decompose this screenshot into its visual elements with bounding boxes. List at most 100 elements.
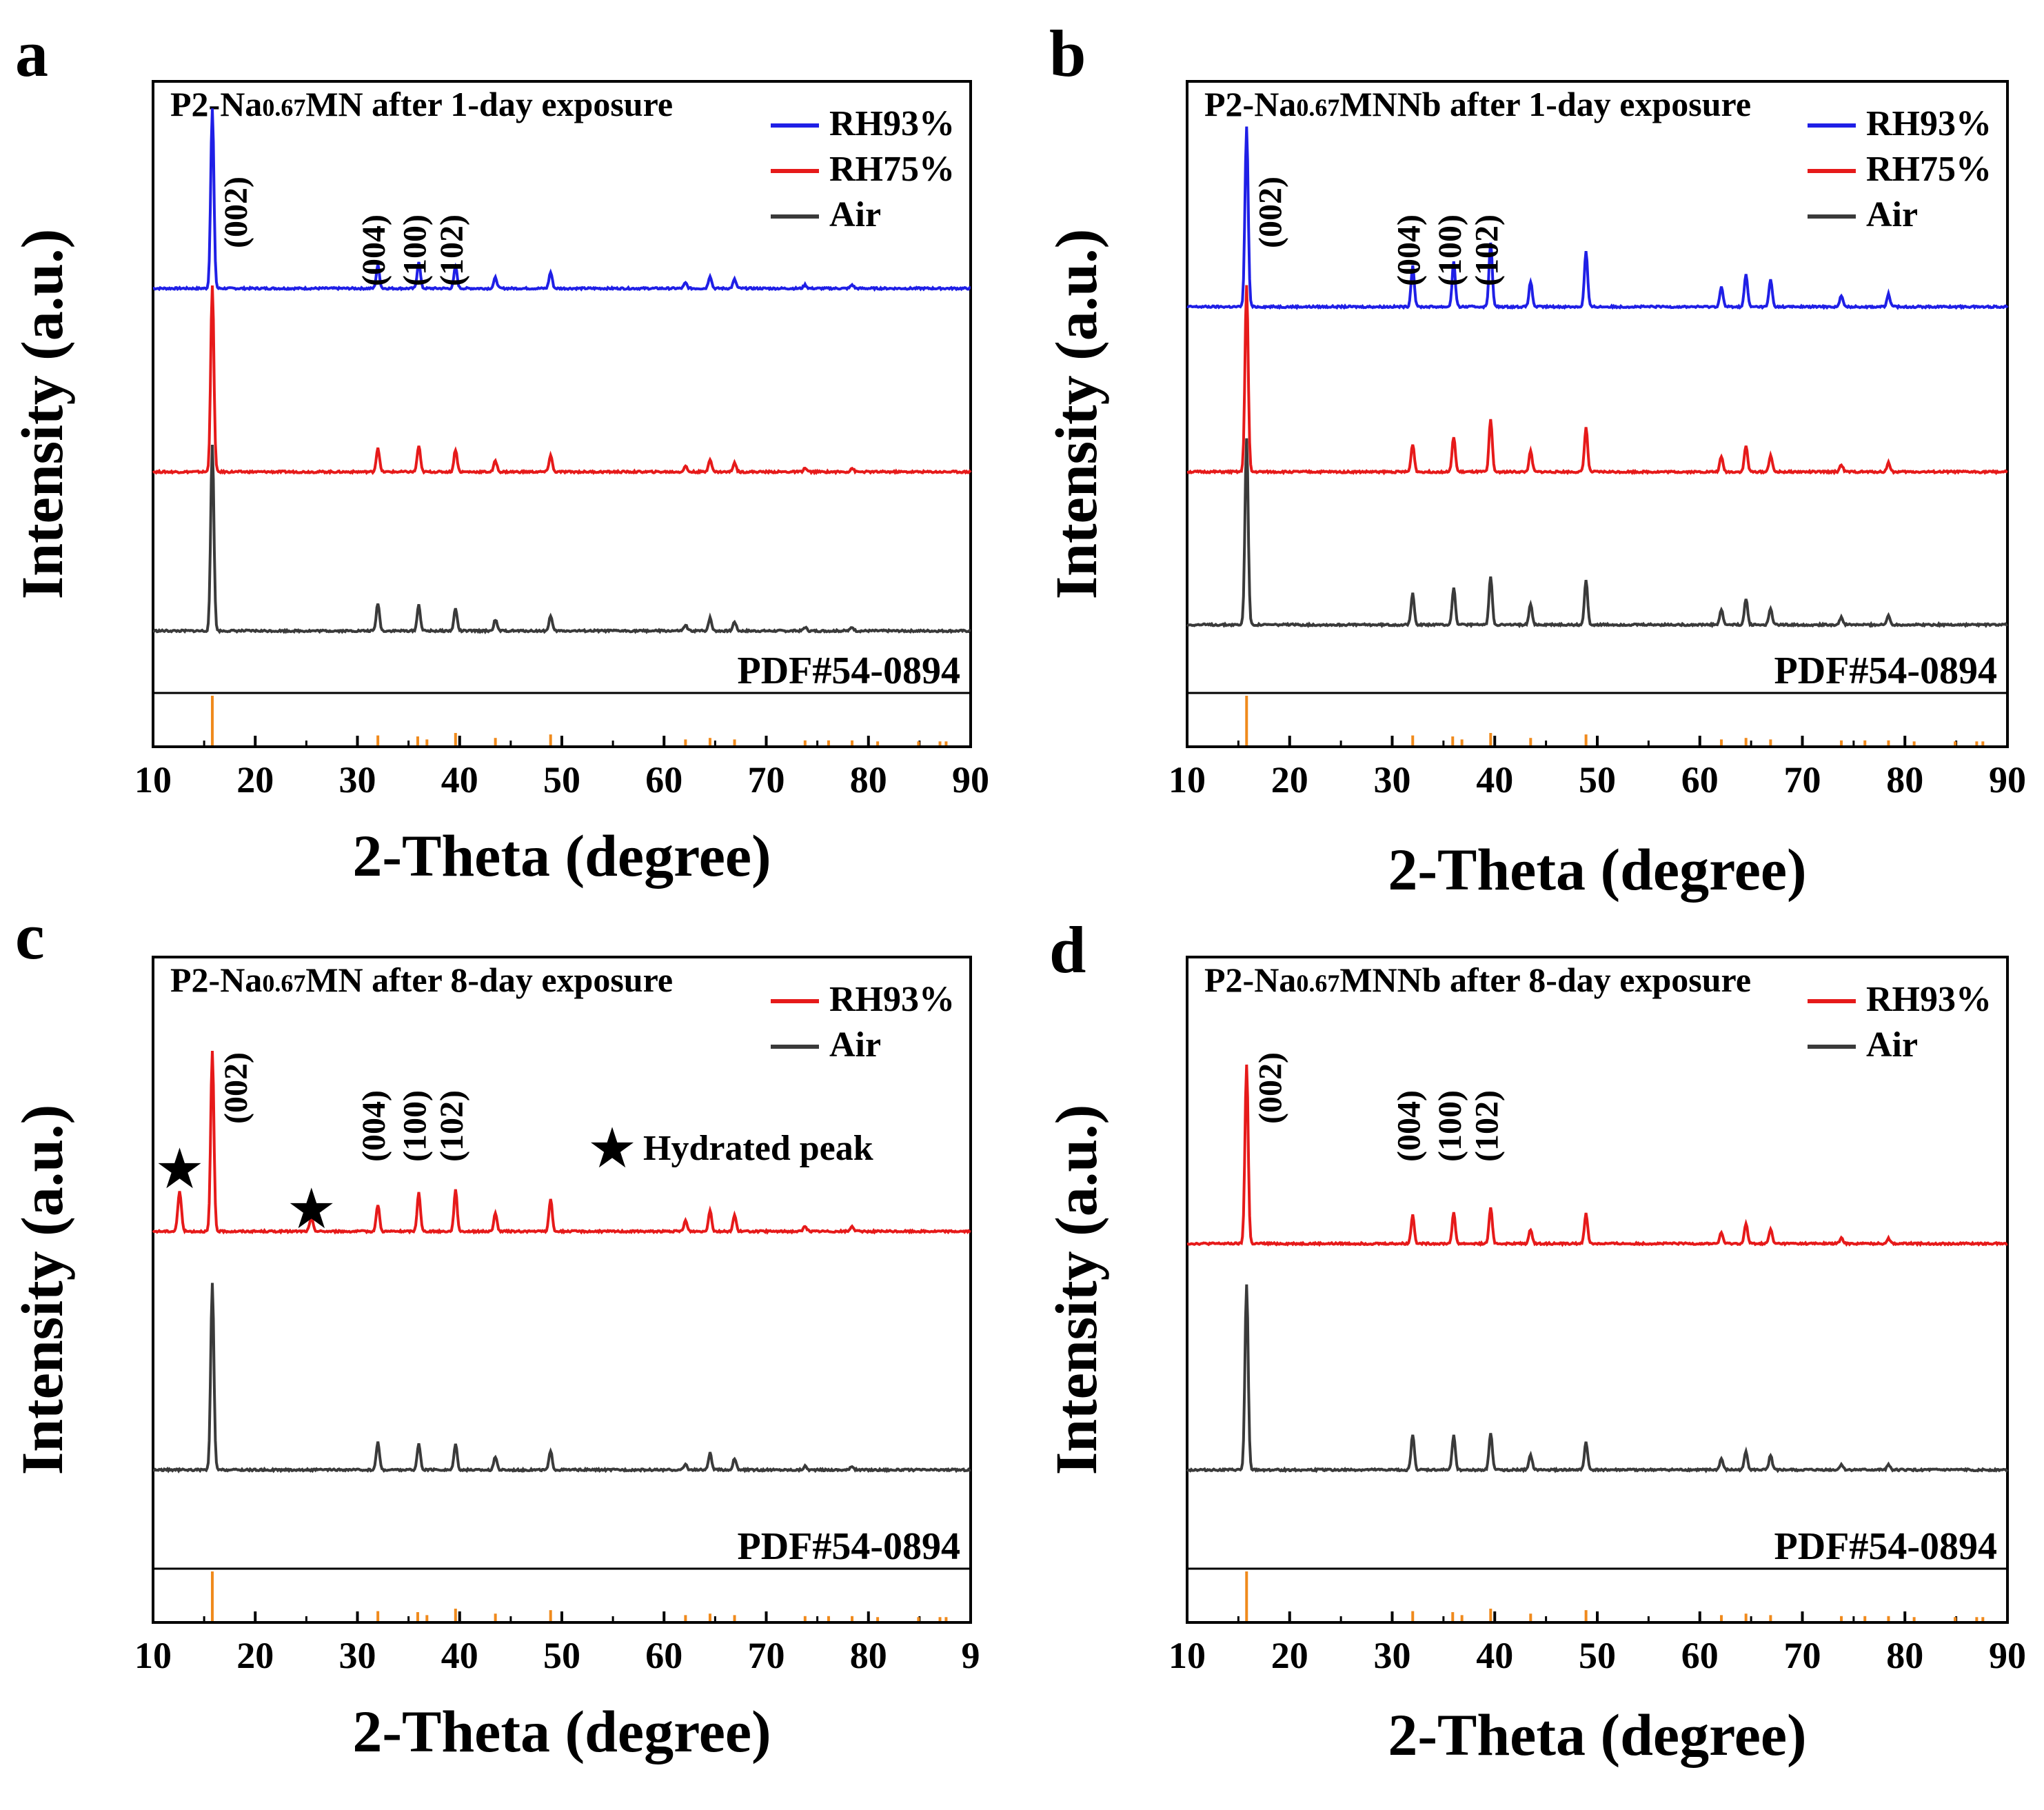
x-tick-label: 30 (1374, 759, 1411, 801)
legend-label: Air (1866, 195, 1918, 234)
x-tick-label: 40 (441, 759, 478, 801)
y-axis-title: Intensity (a.u.) (1043, 1105, 1109, 1476)
x-tick-label: 9 (962, 1635, 980, 1676)
hkl-label: (100) (1432, 214, 1468, 286)
x-tick-label: 70 (748, 759, 785, 801)
legend-label: RH75% (829, 150, 955, 189)
hydrated-legend-label: Hydrated peak (643, 1129, 873, 1168)
hydrated-legend-star: ★ (590, 1121, 635, 1176)
series-line-rh93pct (152, 108, 971, 292)
legend-label: Air (829, 1025, 881, 1065)
legend-label: Air (1866, 1025, 1918, 1065)
series-line-rh93pct (1186, 126, 2009, 310)
y-axis-title: Intensity (a.u.) (1043, 229, 1109, 600)
chart-title: P2-Na0.67MNNb after 8-day exposure (1204, 961, 1751, 999)
x-tick-label: 70 (1784, 1635, 1821, 1676)
x-tick-label: 20 (236, 759, 274, 801)
x-tick-label: 40 (1476, 759, 1513, 801)
panel-letter: b (1049, 17, 1086, 90)
hkl-label: (100) (396, 1090, 433, 1162)
hydrated-star: ★ (290, 1182, 334, 1237)
y-axis-title: Intensity (a.u.) (9, 1105, 75, 1476)
reference-label: PDF#54-0894 (737, 1525, 960, 1568)
x-tick-label: 20 (1271, 759, 1308, 801)
x-tick-label: 30 (339, 759, 376, 801)
reference-label: PDF#54-0894 (737, 650, 960, 692)
hkl-label: (102) (1468, 1090, 1505, 1162)
x-tick-label: 90 (952, 759, 989, 801)
chart-title: P2-Na0.67MN after 8-day exposure (170, 961, 673, 999)
hkl-label: (002) (1252, 1052, 1288, 1124)
x-tick-label: 80 (850, 759, 887, 801)
series-line-rh75pct (152, 285, 972, 476)
x-tick-label: 60 (1681, 1635, 1719, 1676)
x-tick-label: 90 (1989, 759, 2026, 801)
hydrated-star: ★ (157, 1142, 202, 1197)
legend-label: RH93% (1866, 980, 1992, 1019)
legend-label: RH93% (1866, 104, 1992, 143)
legend-label: RH93% (829, 104, 955, 143)
x-tick-label: 60 (1681, 759, 1719, 801)
hkl-label: (102) (434, 214, 470, 286)
x-tick-label: 40 (441, 1635, 478, 1676)
hkl-label: (102) (434, 1090, 470, 1162)
reference-label: PDF#54-0894 (1774, 1525, 1997, 1568)
series-line-air (152, 1283, 971, 1474)
x-tick-label: 60 (645, 759, 682, 801)
legend-label: Air (829, 195, 881, 234)
x-tick-label: 30 (1374, 1635, 1411, 1676)
x-axis-title: 2-Theta (degree) (1388, 1702, 1806, 1768)
panel-b: b Intensity (a.u.) 2-Theta (degree) 10 20 30 4… (1043, 17, 2026, 903)
panel-a: a Intensity (a.u.) 2-Theta (degree) 10 20 30 4… (9, 17, 989, 889)
series-line-rh75pct (1186, 285, 2008, 476)
x-tick-label: 10 (134, 759, 172, 801)
hkl-label: (002) (218, 1052, 254, 1124)
x-tick-label: 10 (1168, 1635, 1206, 1676)
x-tick-label: 10 (134, 1635, 172, 1676)
x-tick-label: 30 (339, 1635, 376, 1676)
hkl-label: (102) (1468, 214, 1505, 286)
series-line-air (152, 444, 971, 634)
x-tick-label: 50 (1579, 759, 1616, 801)
x-tick-label: 20 (1271, 1635, 1308, 1676)
x-tick-label: 70 (748, 1635, 785, 1676)
hkl-label: (002) (218, 177, 254, 248)
chart-title: P2-Na0.67MN after 1-day exposure (170, 85, 673, 123)
hkl-label: (004) (1390, 214, 1427, 286)
panel-letter: a (15, 17, 48, 90)
x-tick-label: 60 (645, 1635, 682, 1676)
hkl-label: (004) (1390, 1090, 1427, 1162)
series-line-air (1186, 1284, 2009, 1474)
x-tick-label: 10 (1168, 759, 1206, 801)
series-line-rh93pct (1186, 1064, 2008, 1247)
series-line-rh93pct (152, 1050, 971, 1235)
x-tick-label: 50 (543, 759, 580, 801)
legend-label: RH75% (1866, 150, 1992, 189)
panel-d: d Intensity (a.u.) 2-Theta (degree) 10 20 30 4… (1043, 913, 2026, 1768)
x-tick-label: 40 (1476, 1635, 1513, 1676)
x-tick-label: 80 (1886, 1635, 1923, 1676)
panel-c: c Intensity (a.u.) 2-Theta (degree) 10 20 30 4… (9, 899, 980, 1764)
hkl-label: (100) (1432, 1090, 1468, 1162)
hkl-label: (100) (396, 214, 433, 286)
x-axis-title: 2-Theta (degree) (352, 1698, 771, 1764)
panel-letter: d (1049, 913, 1086, 987)
x-axis-title: 2-Theta (degree) (352, 823, 771, 889)
series-line-air (1186, 438, 2008, 629)
y-axis-title: Intensity (a.u.) (9, 229, 75, 600)
x-axis-title: 2-Theta (degree) (1388, 836, 1806, 903)
x-tick-label: 90 (1989, 1635, 2026, 1676)
x-tick-label: 50 (543, 1635, 580, 1676)
x-tick-label: 80 (1886, 759, 1923, 801)
x-tick-label: 80 (850, 1635, 887, 1676)
x-tick-label: 50 (1579, 1635, 1616, 1676)
hkl-label: (004) (356, 1090, 392, 1162)
panel-letter: c (15, 899, 45, 973)
hkl-label: (002) (1252, 177, 1288, 248)
legend-label: RH93% (829, 980, 955, 1019)
chart-title: P2-Na0.67MNNb after 1-day exposure (1204, 85, 1751, 123)
reference-label: PDF#54-0894 (1774, 650, 1997, 692)
x-tick-label: 20 (236, 1635, 274, 1676)
x-tick-label: 70 (1784, 759, 1821, 801)
